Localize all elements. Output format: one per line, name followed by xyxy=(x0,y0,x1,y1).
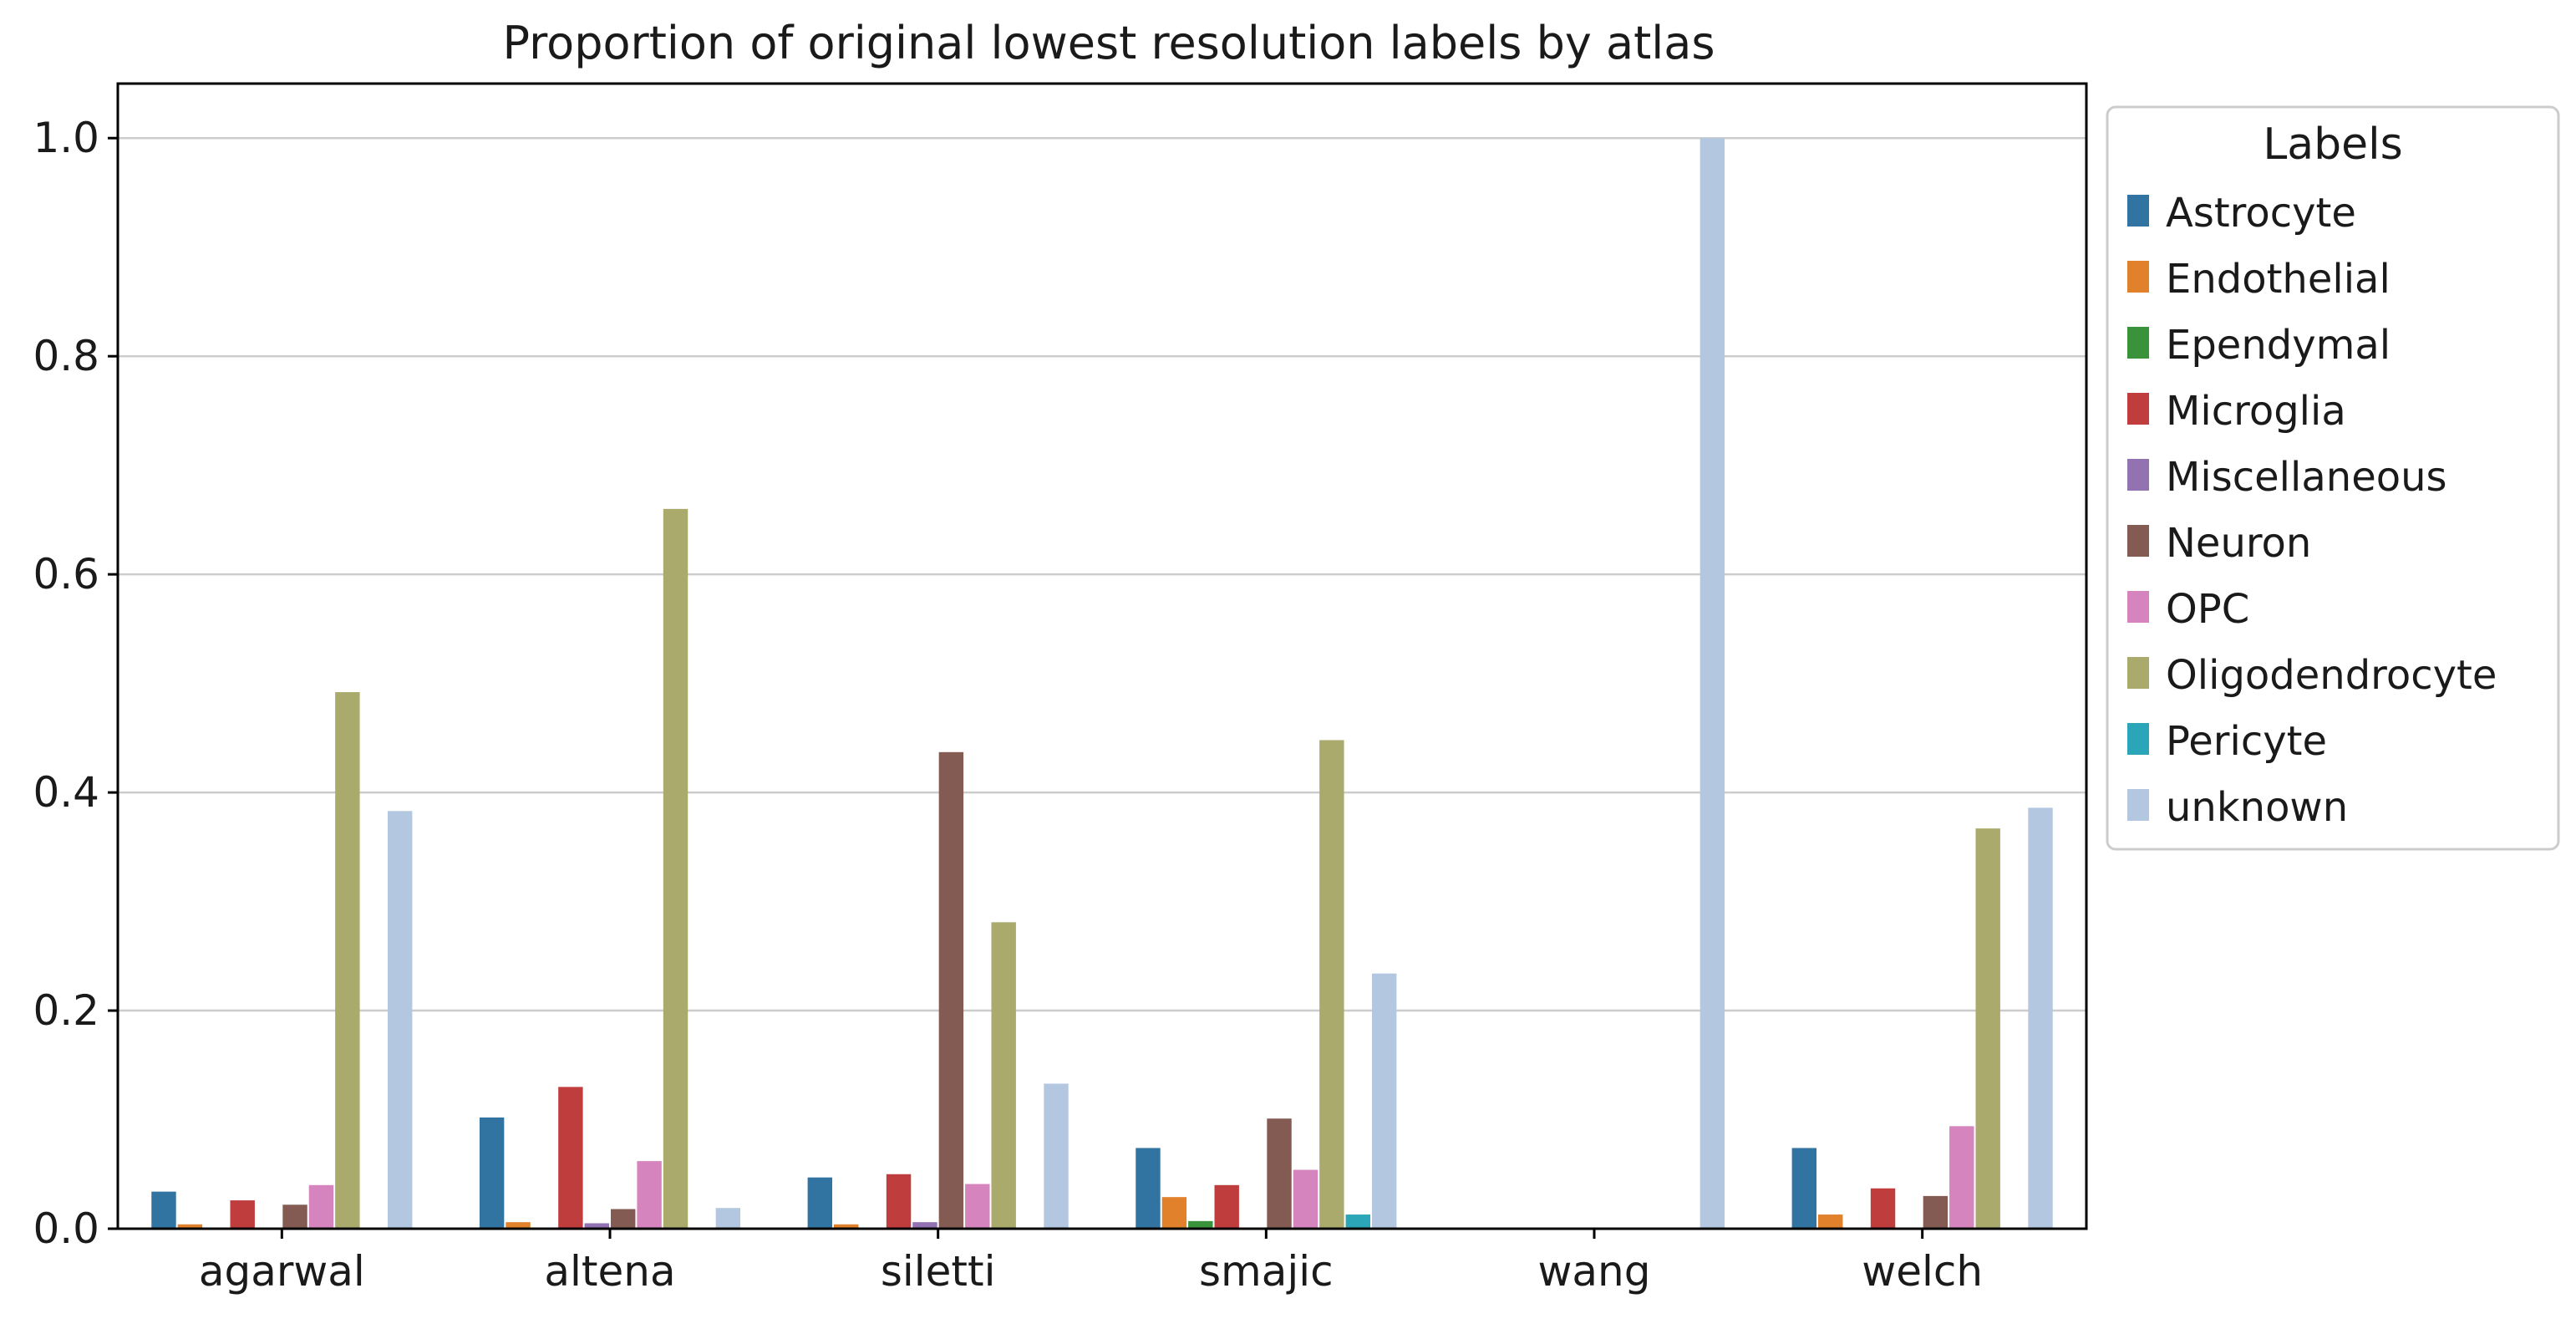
bar-siletti-astrocyte xyxy=(807,1177,833,1229)
bar-smajic-microglia xyxy=(1214,1184,1239,1229)
bar-smajic-oligodendrocyte xyxy=(1319,740,1344,1229)
legend-label: unknown xyxy=(2166,784,2348,831)
bar-siletti-microglia xyxy=(886,1174,912,1229)
legend-swatch xyxy=(2127,789,2149,821)
legend-label: Ependymal xyxy=(2166,322,2391,369)
legend-label: Microglia xyxy=(2166,388,2346,435)
x-axis: agarwal altena siletti smajic wang welch xyxy=(199,1229,1983,1296)
bar-agarwal-opc xyxy=(308,1184,334,1229)
plot-frame xyxy=(116,82,2088,1230)
bar-agarwal-astrocyte xyxy=(151,1191,176,1229)
y-tick-label: 0.0 xyxy=(33,1204,99,1253)
x-tick-label: siletti xyxy=(881,1247,996,1296)
bar-altena-astrocyte xyxy=(479,1117,505,1229)
legend-swatch xyxy=(2127,261,2149,293)
bar-welch-microglia xyxy=(1870,1188,1896,1229)
bar-altena-oligodendrocyte xyxy=(663,508,688,1229)
x-tick-label: wang xyxy=(1538,1247,1651,1296)
y-axis: 0.0 0.2 0.4 0.6 0.8 1.0 xyxy=(33,114,118,1253)
legend-label: Endothelial xyxy=(2166,256,2391,303)
bar-welch-astrocyte xyxy=(1791,1148,1817,1229)
bar-altena-neuron xyxy=(611,1209,636,1229)
bar-smajic-neuron xyxy=(1267,1118,1292,1229)
bar-smajic-pericyte xyxy=(1345,1215,1370,1229)
legend-swatch xyxy=(2127,195,2149,227)
bar-siletti-oligodendrocyte xyxy=(991,922,1016,1229)
bar-agarwal-oligodendrocyte xyxy=(335,692,360,1229)
legend-swatch xyxy=(2127,393,2149,425)
bar-altena-unknown xyxy=(715,1208,741,1229)
bar-welch-oligodendrocyte xyxy=(1975,828,2000,1229)
bar-smajic-ependymal xyxy=(1188,1220,1213,1229)
bar-agarwal-unknown xyxy=(387,811,413,1229)
bar-siletti-endothelial xyxy=(834,1224,859,1229)
y-tick-label: 0.8 xyxy=(33,332,99,380)
legend-title: Labels xyxy=(2263,120,2402,170)
x-tick-label: agarwal xyxy=(199,1247,365,1296)
y-tick-label: 0.6 xyxy=(33,550,99,598)
legend-label: Astrocyte xyxy=(2166,190,2356,237)
x-tick-label: smajic xyxy=(1199,1247,1334,1296)
legend-swatch xyxy=(2127,525,2149,557)
bar-agarwal-microglia xyxy=(230,1200,255,1229)
legend-swatch xyxy=(2127,657,2149,689)
x-tick-label: altena xyxy=(544,1247,675,1296)
bar-welch-endothelial xyxy=(1818,1215,1843,1229)
bar-welch-unknown xyxy=(2028,807,2053,1229)
bar-smajic-opc xyxy=(1293,1169,1318,1229)
bar-wang-unknown xyxy=(1700,138,1725,1230)
legend-box xyxy=(2106,105,2560,851)
chart-title: Proportion of original lowest resolution… xyxy=(503,17,1715,69)
grid-lines xyxy=(118,136,2086,1012)
bar-siletti-miscellaneous xyxy=(912,1222,937,1229)
bar-altena-miscellaneous xyxy=(584,1223,609,1229)
bar-altena-endothelial xyxy=(506,1222,531,1229)
legend-label: Miscellaneous xyxy=(2166,454,2447,501)
legend-swatch xyxy=(2127,723,2149,755)
y-tick-label: 0.2 xyxy=(33,986,99,1035)
bar-siletti-unknown xyxy=(1044,1083,1069,1229)
y-tick-label: 1.0 xyxy=(33,114,99,162)
bar-altena-microglia xyxy=(558,1087,583,1229)
bar-smajic-endothelial xyxy=(1161,1197,1187,1229)
bar-agarwal-neuron xyxy=(282,1204,307,1229)
legend-label: OPC xyxy=(2166,586,2249,633)
legend-swatch xyxy=(2127,459,2149,491)
legend-label: Pericyte xyxy=(2166,718,2327,765)
legend-label: Oligodendrocyte xyxy=(2166,652,2497,699)
bar-smajic-unknown xyxy=(1371,973,1397,1229)
legend-swatch xyxy=(2127,327,2149,359)
bars xyxy=(151,138,2053,1230)
bar-smajic-astrocyte xyxy=(1136,1148,1161,1229)
bar-siletti-neuron xyxy=(938,751,964,1229)
bar-altena-opc xyxy=(637,1161,662,1229)
bar-siletti-opc xyxy=(965,1184,990,1229)
legend-label: Neuron xyxy=(2166,520,2311,567)
legend-swatch xyxy=(2127,591,2149,623)
legend: Labels Astrocyte Endothelial Ependymal Micr… xyxy=(2106,105,2560,851)
bar-welch-neuron xyxy=(1923,1195,1949,1229)
y-tick-label: 0.4 xyxy=(33,768,99,817)
bar-welch-opc xyxy=(1949,1126,1974,1229)
x-tick-label: welch xyxy=(1862,1247,1983,1296)
bar-agarwal-endothelial xyxy=(177,1224,203,1229)
